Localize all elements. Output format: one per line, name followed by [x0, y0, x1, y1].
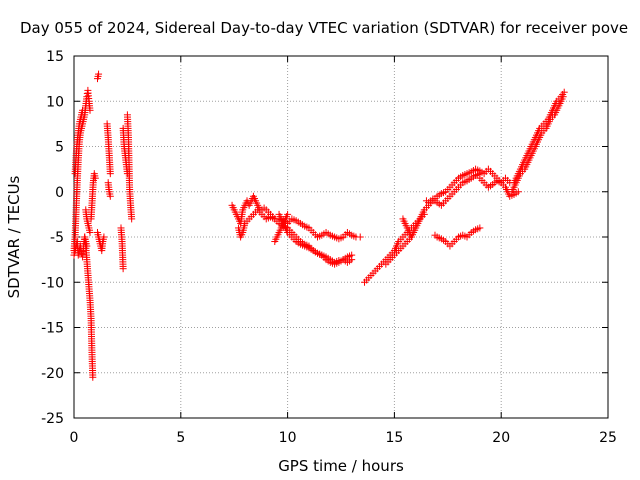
y-tick-label: -15 [41, 321, 64, 337]
x-tick-label: 25 [599, 430, 617, 446]
y-tick-label: 5 [55, 140, 64, 156]
data-points [70, 70, 568, 381]
data-point [106, 170, 114, 178]
data-point [86, 106, 94, 114]
data-point [560, 88, 568, 96]
x-tick-label: 20 [492, 430, 510, 446]
y-tick-label: 15 [46, 49, 64, 65]
data-point [95, 70, 103, 78]
y-tick-label: 10 [46, 94, 64, 110]
x-axis-title: GPS time / hours [278, 457, 404, 475]
data-point [348, 256, 356, 264]
data-point [91, 174, 99, 182]
x-tick-label: 10 [279, 430, 297, 446]
axis-ticks: 0 5 10 15 20 25 -25 -20 -15 -10 -5 0 5 10 15 [41, 49, 617, 446]
data-point [100, 233, 108, 241]
data-point [407, 233, 415, 241]
data-point [514, 188, 522, 196]
data-point [106, 192, 114, 200]
x-tick-label: 0 [70, 430, 79, 446]
data-point [559, 93, 567, 101]
data-point [128, 215, 136, 223]
chart-title: Day 055 of 2024, Sidereal Day-to-day VTE… [20, 19, 628, 37]
data-point [89, 373, 97, 381]
y-tick-label: -5 [50, 230, 64, 246]
data-point [476, 224, 484, 232]
x-tick-label: 15 [385, 430, 403, 446]
data-point [420, 210, 428, 218]
y-tick-label: -25 [41, 411, 64, 427]
data-point [79, 106, 87, 114]
data-point [284, 210, 292, 218]
x-tick-label: 5 [176, 430, 185, 446]
y-tick-label: -10 [41, 275, 64, 291]
y-axis-title: SDTVAR / TECUs [5, 175, 23, 298]
data-point [356, 233, 364, 241]
data-point [86, 228, 94, 236]
y-tick-label: -20 [41, 366, 64, 382]
data-point [119, 265, 127, 273]
grid-lines [74, 56, 608, 418]
y-tick-label: 0 [55, 185, 64, 201]
